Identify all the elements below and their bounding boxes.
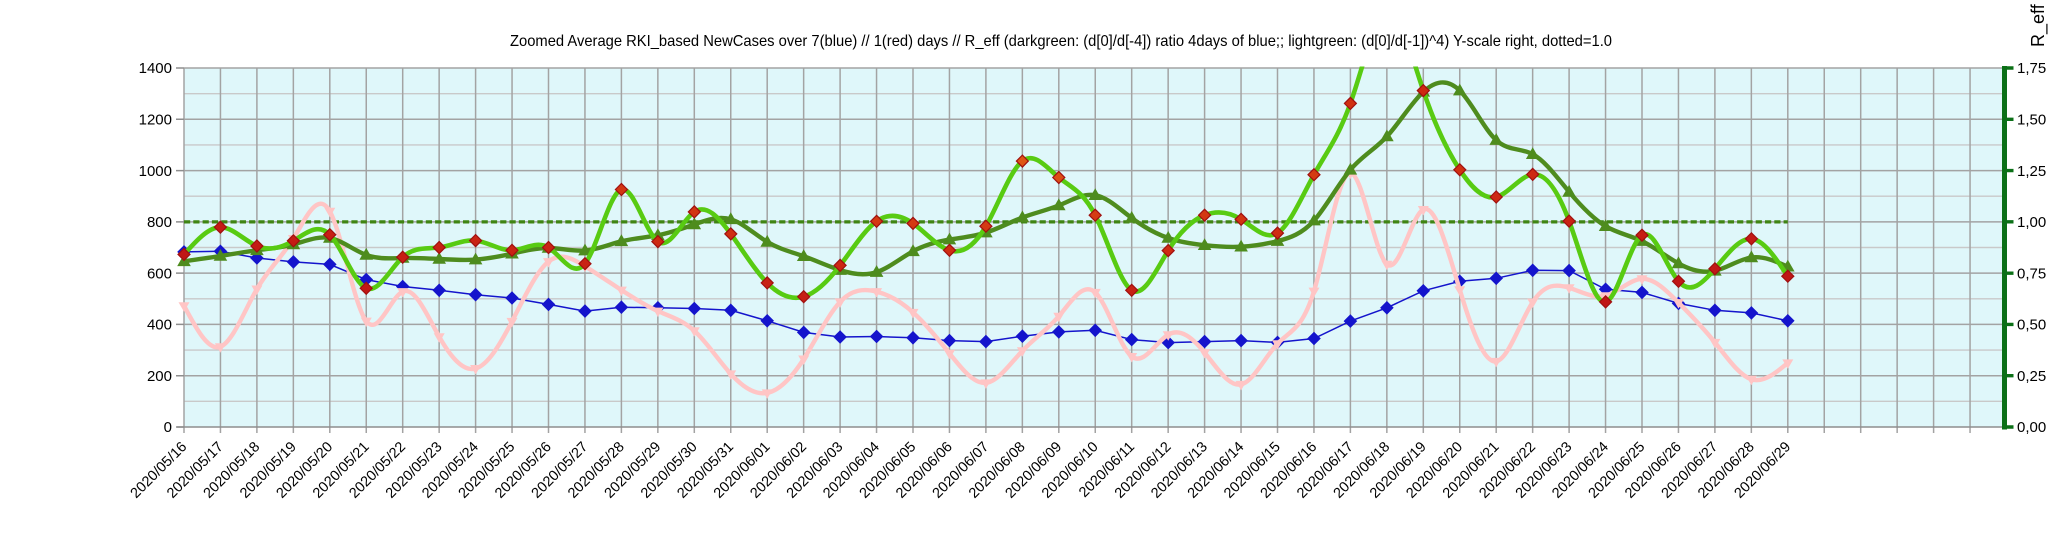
svg-text:1,25: 1,25 [2017, 163, 2046, 180]
svg-text:0: 0 [164, 419, 172, 436]
svg-text:600: 600 [147, 265, 172, 282]
svg-text:Zoomed Average RKI_based NewCa: Zoomed Average RKI_based NewCases over 7… [510, 33, 1612, 50]
svg-text:0,75: 0,75 [2017, 265, 2046, 282]
svg-text:0,00: 0,00 [2017, 419, 2046, 436]
svg-text:0,50: 0,50 [2017, 317, 2046, 334]
svg-text:800: 800 [147, 214, 172, 231]
svg-text:R_eff: R_eff [2028, 3, 2048, 47]
svg-text:1,50: 1,50 [2017, 112, 2046, 129]
svg-text:1400: 1400 [139, 60, 172, 77]
svg-text:400: 400 [147, 317, 172, 334]
svg-text:1200: 1200 [139, 112, 172, 129]
svg-text:1000: 1000 [139, 163, 172, 180]
svg-text:1,75: 1,75 [2017, 60, 2046, 77]
svg-text:0,25: 0,25 [2017, 368, 2046, 385]
svg-text:1,00: 1,00 [2017, 214, 2046, 231]
svg-text:200: 200 [147, 368, 172, 385]
